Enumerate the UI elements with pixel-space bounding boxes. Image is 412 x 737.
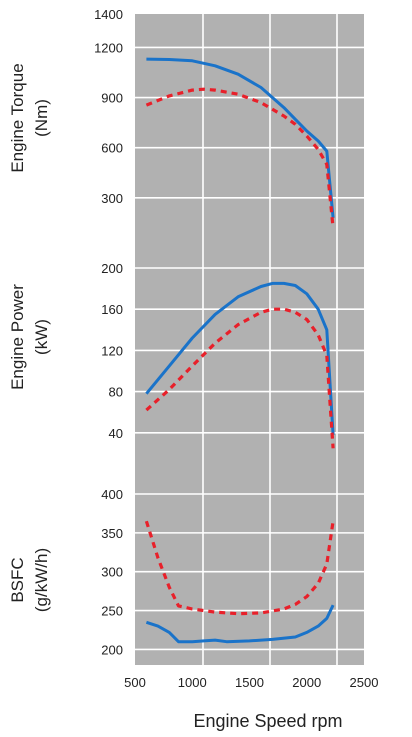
y-tick-label: 350 — [101, 526, 123, 541]
y-axis-label: Engine Torque (Nm) — [8, 63, 51, 172]
y-axis-label: BSFC (g/kW/h) — [8, 548, 51, 612]
solid-series-line — [145, 281, 335, 435]
solid-series-line — [146, 57, 335, 219]
y-axis-label: Engine Power (kW) — [8, 284, 51, 390]
solid-series-line — [145, 604, 335, 644]
y-tick-label: 120 — [101, 343, 123, 358]
x-tick-label: 500 — [124, 675, 146, 690]
y-tick-label: 160 — [101, 302, 123, 317]
y-axis-label-line: (kW) — [32, 319, 51, 355]
y-tick-label: 600 — [101, 141, 123, 156]
y-axis-label-line: BSFC — [8, 557, 27, 602]
x-tick-label: 1000 — [178, 675, 207, 690]
y-axis-label-line: (Nm) — [32, 99, 51, 137]
plot-background — [135, 14, 364, 665]
y-tick-label: 80 — [109, 385, 123, 400]
y-tick-label: 400 — [101, 487, 123, 502]
y-axis-label-line: (g/kW/h) — [32, 548, 51, 612]
x-tick-label: 2500 — [350, 675, 379, 690]
y-axis-label-line: Engine Power — [8, 284, 27, 390]
y-axis-label-line: Engine Torque — [8, 63, 27, 172]
y-tick-label: 250 — [101, 604, 123, 619]
x-tick-label: 1500 — [235, 675, 264, 690]
y-tick-label: 200 — [101, 642, 123, 657]
x-tick-label: 2000 — [292, 675, 321, 690]
y-tick-label: 300 — [101, 191, 123, 206]
dashed-series-line — [145, 87, 335, 229]
y-tick-label: 300 — [101, 565, 123, 580]
y-tick-label: 200 — [101, 261, 123, 276]
y-tick-label: 1400 — [94, 7, 123, 22]
y-tick-label: 1200 — [94, 40, 123, 55]
y-tick-label: 40 — [109, 426, 123, 441]
y-tick-label: 900 — [101, 91, 123, 106]
x-axis-label: Engine Speed rpm — [193, 711, 342, 731]
